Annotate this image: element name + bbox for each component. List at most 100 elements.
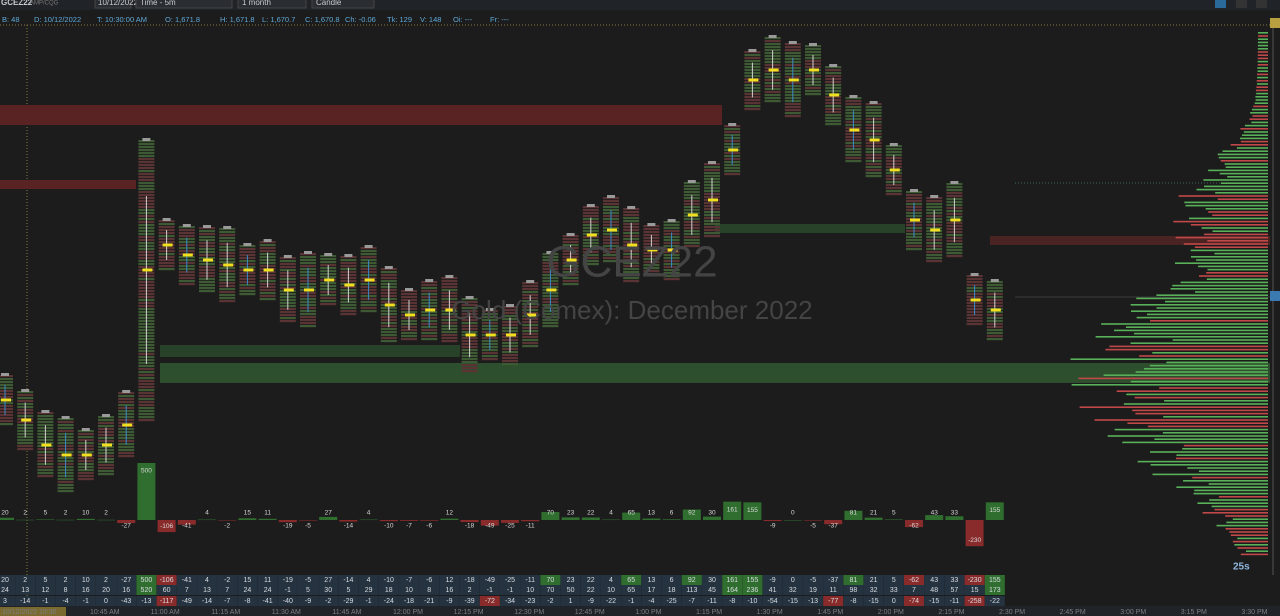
high-marker [263, 239, 272, 242]
footprint-row [522, 345, 539, 348]
delta-label: 15 [244, 510, 252, 517]
table-value: -230 [968, 577, 982, 584]
high-marker [142, 138, 151, 141]
footprint-row [421, 332, 438, 335]
table-value: 98 [850, 587, 858, 594]
footprint-row [885, 151, 902, 154]
footprint-row [441, 289, 458, 292]
table-cell [338, 575, 359, 585]
high-marker [950, 181, 959, 184]
footprint-row [300, 262, 316, 265]
toolbar-button[interactable] [1236, 0, 1247, 8]
table-value: -7 [406, 577, 412, 584]
table-value: -43 [121, 598, 131, 605]
table-cell [96, 596, 116, 606]
date[interactable]: 10/12/2022 [98, 0, 139, 7]
footprint-row [845, 103, 862, 106]
table-value: 2 [104, 577, 108, 584]
footprint-row [704, 163, 720, 166]
footprint-row [643, 270, 660, 273]
footprint-row [784, 115, 801, 118]
candle [946, 181, 963, 258]
profile-bar [1198, 470, 1268, 472]
table-cell [217, 585, 238, 595]
delta-bar [824, 520, 843, 525]
footprint-row [279, 317, 296, 320]
table-cell [500, 596, 520, 606]
footprint-row [603, 254, 619, 257]
profile-bar [1239, 137, 1268, 140]
profile-bar [1164, 400, 1268, 402]
poc-marker [142, 268, 153, 272]
footprint-row [704, 235, 720, 238]
info-field: D: 10/12/2022 [34, 15, 81, 24]
profile-bar [1215, 192, 1268, 194]
poc-marker [425, 308, 436, 312]
footprint-row [906, 200, 922, 203]
table-cell [661, 575, 682, 585]
table-value: 6 [670, 577, 674, 584]
interval[interactable]: Time - 5m [140, 0, 176, 7]
profile-bar [1230, 534, 1268, 536]
delta-label: 20 [1, 510, 9, 517]
profile-bar [1218, 156, 1268, 159]
footprint-row [57, 478, 74, 481]
table-cell [500, 585, 520, 595]
delta-bar [56, 519, 75, 521]
candle [704, 161, 720, 238]
date-input[interactable] [94, 0, 132, 9]
poc-marker [809, 68, 819, 72]
time-label: 1:45 PM [817, 609, 843, 616]
table-value: -27 [121, 577, 131, 584]
footprint-row [906, 194, 922, 197]
table-cell [883, 596, 904, 606]
table-value: 20 [102, 587, 110, 594]
table-cell [419, 585, 440, 595]
footprint-row [138, 164, 155, 167]
table-cell [318, 585, 339, 595]
profile-bar [1206, 278, 1268, 280]
profile-bar [1257, 35, 1268, 37]
range[interactable]: 1 month [242, 0, 271, 7]
table-cell [681, 596, 702, 606]
time-cursor [0, 607, 66, 616]
time-label: 1:30 PM [757, 609, 783, 616]
profile-bar [1255, 96, 1268, 98]
table-cell [782, 585, 803, 595]
table-value: -41 [182, 577, 192, 584]
footprint-row [320, 303, 337, 306]
footprint-row [825, 117, 842, 120]
footprint-row [805, 87, 821, 90]
candle [562, 233, 579, 286]
footprint-row [663, 221, 680, 224]
profile-bar [1257, 48, 1268, 50]
toolbar-button[interactable] [1256, 0, 1267, 8]
table-value: -9 [769, 577, 775, 584]
interval-select[interactable] [135, 0, 233, 9]
table-value: 32 [789, 587, 797, 594]
footprint-row [623, 214, 640, 217]
footprint-row [481, 349, 498, 352]
footprint-row [986, 290, 1003, 293]
footprint-row [118, 449, 135, 452]
table-cell [419, 575, 440, 585]
style[interactable]: Candle [316, 0, 342, 7]
high-marker [81, 428, 90, 431]
style-select[interactable] [311, 0, 375, 9]
table-value: -11 [525, 577, 535, 584]
delta-label: -27 [121, 523, 131, 530]
footprint-row [441, 334, 458, 337]
poc-marker [182, 253, 193, 257]
toolbar-button[interactable] [1215, 0, 1226, 8]
profile-bar [1197, 502, 1268, 504]
profile-bar [1212, 230, 1268, 232]
footprint-row [239, 287, 256, 290]
footprint-row [865, 112, 882, 115]
profile-bar [1212, 214, 1268, 216]
profile-bar [1207, 240, 1268, 242]
range-select[interactable] [237, 0, 307, 9]
symbol[interactable]: GCEZ22 [1, 0, 33, 7]
footprint-row [926, 206, 943, 209]
footprint-row [683, 236, 700, 239]
footprint-row [885, 187, 902, 190]
